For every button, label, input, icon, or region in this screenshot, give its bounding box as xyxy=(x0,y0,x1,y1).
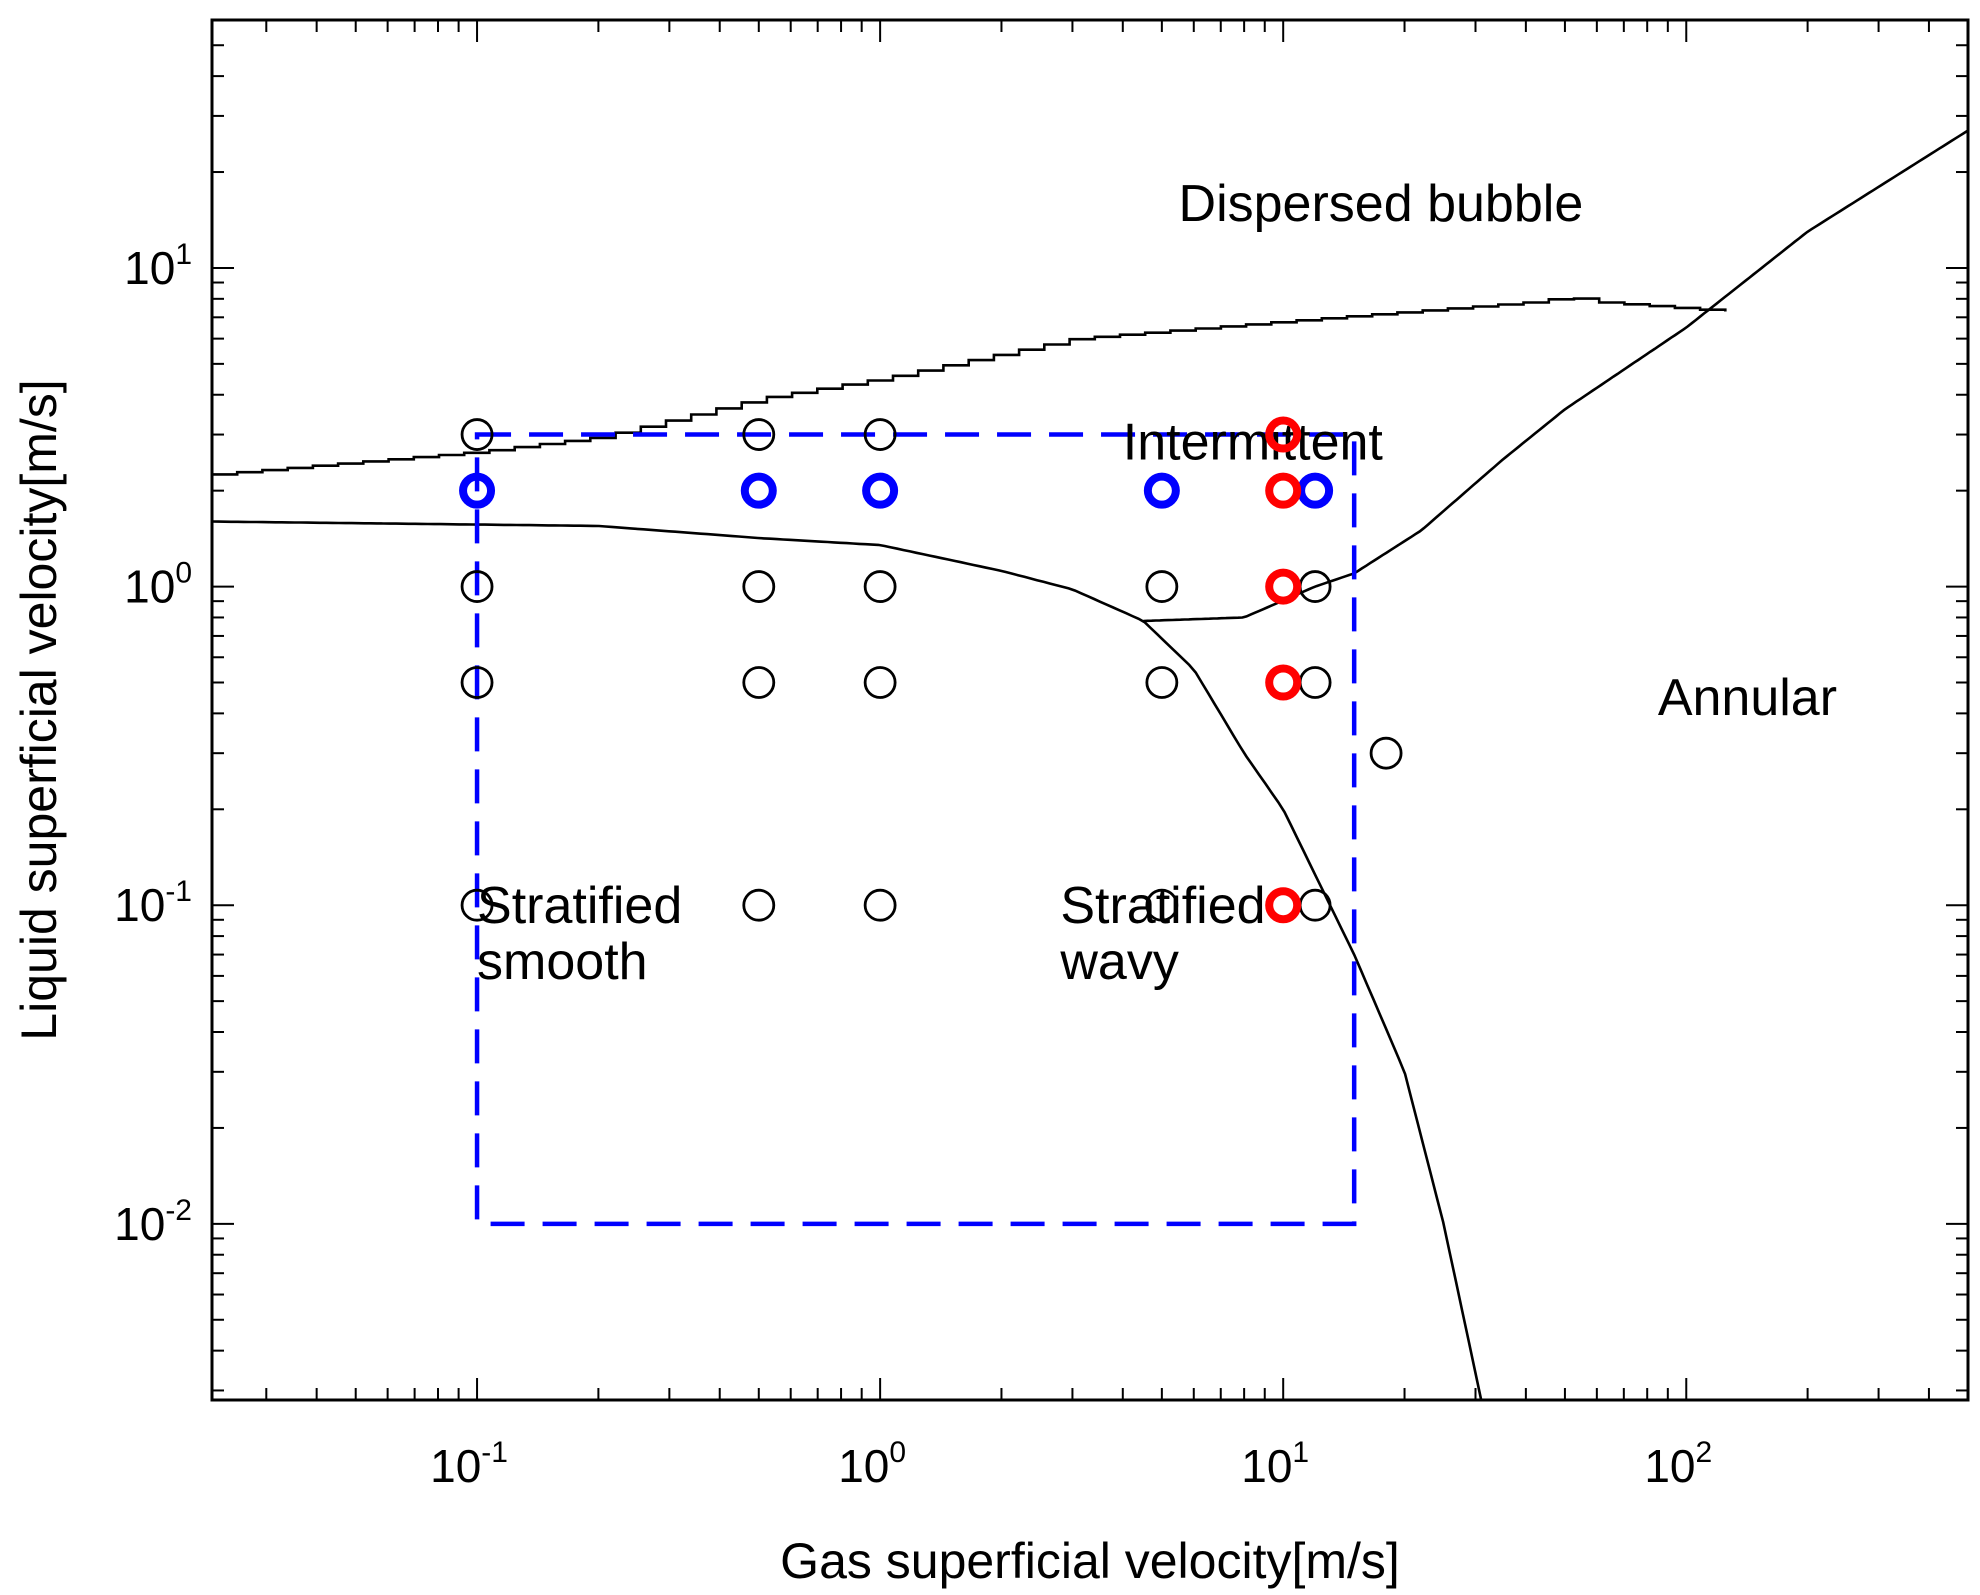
test-range-rectangle xyxy=(474,432,1357,1227)
data-points xyxy=(459,416,1403,924)
axes: 10-1 100 101 102 10-2 10-1 100 101 xyxy=(114,18,1970,1492)
data-point-s2-3 xyxy=(862,472,899,509)
data-point-s1-11 xyxy=(863,666,897,699)
y-tick-label-3: 100 xyxy=(124,557,192,613)
data-point-s1-17 xyxy=(863,888,897,922)
y-tick-label-4: 101 xyxy=(124,238,192,294)
data-point-s3-3 xyxy=(1265,568,1302,605)
data-point-s2-2 xyxy=(740,472,777,509)
data-point-s2-4 xyxy=(1143,472,1180,509)
x-axis-label: Gas superficial velocity[m/s] xyxy=(780,1533,1400,1589)
region-label-2: Intermittent xyxy=(1123,414,1384,472)
data-point-s1-7 xyxy=(1145,570,1179,603)
data-point-s1-4 xyxy=(460,570,494,603)
y-axis-label: Liquid superficial velocity[m/s] xyxy=(11,379,67,1040)
data-point-s1-14 xyxy=(1369,736,1403,770)
boundary-line-1 xyxy=(212,297,1727,476)
x-tick-label-4: 102 xyxy=(1644,1436,1712,1492)
data-point-s1-6 xyxy=(863,570,897,603)
y-tick-label-2: 10-1 xyxy=(114,875,192,931)
test-range-rectangle-group xyxy=(474,432,1357,1227)
region-label-3: Annular xyxy=(1658,669,1837,727)
data-point-s1-19 xyxy=(1298,888,1332,922)
data-point-s3-5 xyxy=(1265,887,1302,924)
data-point-s1-2 xyxy=(742,418,776,451)
data-point-s1-16 xyxy=(742,888,776,922)
data-point-s1-18 xyxy=(1145,888,1179,922)
data-point-s2-5 xyxy=(1297,472,1334,509)
data-point-s2-1 xyxy=(459,472,496,509)
data-point-s1-9 xyxy=(460,666,494,699)
data-point-s1-13 xyxy=(1298,666,1332,699)
plot-frame xyxy=(210,18,1970,1402)
data-point-s3-2 xyxy=(1265,472,1302,509)
data-point-s1-10 xyxy=(742,666,776,699)
y-tick-label-1: 10-2 xyxy=(114,1194,192,1250)
data-point-s1-5 xyxy=(742,570,776,603)
region-label-1: Dispersed bubble xyxy=(1179,175,1584,233)
region-label-4: Stratified smooth xyxy=(477,877,682,991)
data-point-s1-15 xyxy=(460,888,494,922)
data-point-s3-4 xyxy=(1265,664,1302,701)
x-tick-label-3: 101 xyxy=(1241,1436,1309,1492)
data-point-s1-3 xyxy=(863,418,897,451)
data-point-s1-1 xyxy=(460,418,494,451)
region-label-5: Stratified wavy xyxy=(1059,877,1265,991)
data-point-s3-1 xyxy=(1265,416,1302,453)
boundary-line-2 xyxy=(212,520,1483,1400)
data-point-s1-12 xyxy=(1145,666,1179,699)
x-tick-label-2: 100 xyxy=(838,1436,906,1492)
x-tick-label-1: 10-1 xyxy=(430,1436,508,1492)
region-labels: Dispersed bubble Intermittent Annular Strat… xyxy=(477,175,1837,991)
